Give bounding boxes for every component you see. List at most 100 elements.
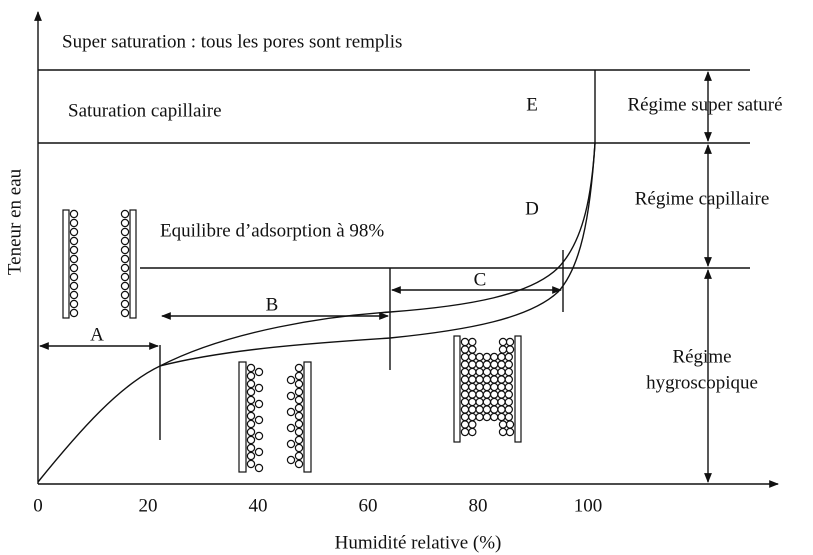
- molecule: [120, 272, 130, 282]
- molecule: [498, 345, 508, 354]
- molecule: [254, 447, 264, 457]
- molecule: [460, 420, 470, 429]
- molecule: [490, 367, 499, 377]
- molecule: [505, 345, 515, 354]
- molecule: [120, 227, 130, 237]
- molecule: [482, 405, 492, 414]
- molecule: [505, 420, 515, 429]
- molecule: [460, 382, 470, 392]
- molecule: [475, 352, 484, 362]
- molecule: [286, 407, 296, 417]
- molecule: [460, 412, 470, 422]
- molecule: [254, 431, 264, 441]
- molecule: [468, 420, 477, 429]
- regime-label: Régime super saturé: [627, 94, 782, 115]
- molecule: [482, 360, 492, 369]
- molecule: [460, 405, 470, 414]
- molecule: [468, 360, 477, 369]
- molecule: [504, 412, 513, 422]
- molecule: [254, 383, 264, 393]
- molecule: [120, 218, 130, 228]
- molecule: [497, 397, 506, 407]
- molecule: [254, 415, 264, 425]
- molecule: [490, 412, 499, 422]
- molecule: [294, 387, 304, 397]
- molecule: [460, 360, 470, 369]
- pore-sketches: [62, 209, 522, 473]
- molecule: [294, 451, 304, 461]
- molecule: [490, 375, 499, 384]
- molecule: [482, 367, 492, 377]
- molecule: [294, 395, 304, 405]
- molecule: [69, 308, 79, 318]
- molecule: [246, 427, 256, 437]
- molecule: [294, 379, 304, 389]
- molecule: [460, 427, 470, 437]
- zone-letter: D: [525, 198, 539, 219]
- molecule: [294, 411, 304, 421]
- molecule: [69, 245, 79, 255]
- regime-label: hygroscopique: [646, 372, 758, 393]
- molecule: [468, 427, 477, 437]
- zone-label: Equilibre d’adsorption à 98%: [160, 220, 384, 241]
- molecule: [498, 427, 508, 437]
- x-tick-label: 40: [249, 495, 268, 516]
- molecule: [286, 391, 296, 401]
- molecule: [69, 281, 79, 291]
- molecule: [254, 463, 264, 473]
- molecule: [475, 412, 484, 422]
- molecule: [69, 254, 79, 264]
- molecule: [490, 352, 499, 362]
- molecule: [497, 382, 506, 392]
- molecule: [504, 397, 513, 407]
- molecule: [490, 360, 499, 369]
- molecule: [460, 397, 470, 407]
- molecule: [497, 405, 506, 414]
- molecule: [468, 382, 477, 392]
- molecule: [254, 399, 264, 409]
- pore-wall: [129, 209, 137, 319]
- molecule: [505, 337, 515, 347]
- molecule: [498, 337, 508, 347]
- molecule: [246, 371, 256, 381]
- molecule: [475, 390, 484, 399]
- molecule: [120, 245, 130, 255]
- molecule: [246, 395, 256, 405]
- zone-letter: C: [474, 269, 487, 290]
- y-axis-label: Teneur en eau: [4, 168, 25, 275]
- molecule: [504, 390, 513, 399]
- molecule: [468, 405, 477, 414]
- molecule: [482, 397, 492, 407]
- molecule: [246, 411, 256, 421]
- molecule: [69, 218, 79, 228]
- x-tick-label: 100: [574, 495, 603, 516]
- molecule: [120, 299, 130, 309]
- molecule: [286, 455, 296, 465]
- molecule: [475, 382, 484, 392]
- molecule: [120, 290, 130, 300]
- molecule: [497, 390, 506, 399]
- molecule: [286, 375, 296, 385]
- pore-wall: [453, 335, 461, 443]
- molecule: [246, 387, 256, 397]
- pore-wall: [62, 209, 70, 319]
- molecule: [120, 254, 130, 264]
- zone-letter: A: [90, 324, 104, 345]
- molecule: [504, 367, 513, 377]
- molecule: [294, 363, 304, 373]
- molecule: [497, 360, 506, 369]
- molecule: [475, 367, 484, 377]
- molecule: [468, 367, 477, 377]
- molecule: [497, 375, 506, 384]
- molecule: [69, 272, 79, 282]
- molecule: [294, 427, 304, 437]
- molecule: [69, 209, 79, 219]
- molecule: [475, 397, 484, 407]
- zone-letter: B: [266, 294, 279, 315]
- molecule: [69, 236, 79, 246]
- regime-label: Régime capillaire: [635, 188, 770, 209]
- molecule: [246, 443, 256, 453]
- molecule: [468, 352, 477, 362]
- molecule: [120, 281, 130, 291]
